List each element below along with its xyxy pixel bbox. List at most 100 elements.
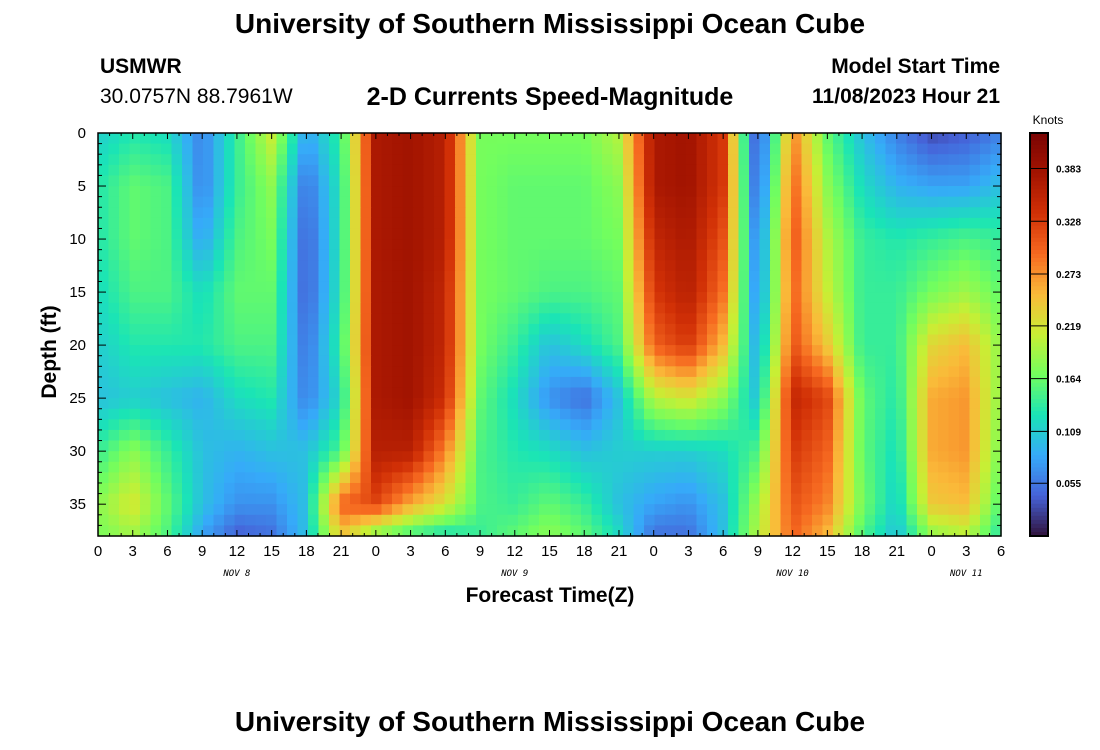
heatmap-cell <box>906 525 918 537</box>
heatmap-cell <box>182 228 194 240</box>
heatmap-cell <box>927 270 939 283</box>
heatmap-cell <box>497 196 509 208</box>
heatmap-cell <box>108 270 120 283</box>
heatmap-cell <box>308 207 320 219</box>
heatmap-cell <box>801 292 813 304</box>
heatmap-cell <box>780 186 792 198</box>
heatmap-cell <box>696 387 708 399</box>
heatmap-cell <box>644 292 656 304</box>
heatmap-cell <box>560 376 572 389</box>
heatmap-cell <box>423 175 435 187</box>
heatmap-cell <box>885 323 897 336</box>
heatmap-cell <box>161 461 173 473</box>
heatmap-cell <box>833 440 845 452</box>
heatmap-cell <box>360 196 372 208</box>
heatmap-cell <box>318 207 330 219</box>
heatmap-cell <box>602 260 614 272</box>
heatmap-cell <box>98 355 110 367</box>
heatmap-cell <box>549 143 561 155</box>
heatmap-cell <box>518 249 530 261</box>
heatmap-cell <box>549 239 561 251</box>
heatmap-cell <box>875 504 887 516</box>
heatmap-cell <box>308 313 320 325</box>
heatmap-cell <box>812 366 824 378</box>
heatmap-cell <box>791 270 803 283</box>
heatmap-cell <box>360 429 372 442</box>
heatmap-cell <box>969 493 981 505</box>
heatmap-cell <box>381 239 393 251</box>
heatmap-cell <box>707 461 719 473</box>
heatmap-cell <box>444 228 456 240</box>
heatmap-cell <box>371 154 383 166</box>
x-tick-label: 18 <box>298 543 315 560</box>
heatmap-cell <box>728 376 740 389</box>
heatmap-cell <box>591 207 603 219</box>
heatmap-cell <box>161 260 173 272</box>
heatmap-cell <box>602 504 614 516</box>
heatmap-cell <box>969 143 981 155</box>
x-tick-label: 3 <box>406 543 414 560</box>
heatmap-cell <box>203 323 215 336</box>
heatmap-cell <box>759 239 771 251</box>
heatmap-cell <box>822 281 834 293</box>
heatmap-cell <box>150 366 162 378</box>
heatmap-cell <box>539 323 551 336</box>
heatmap-cell <box>150 493 162 505</box>
heatmap-cell <box>833 270 845 283</box>
heatmap-cell <box>297 387 309 399</box>
heatmap-cell <box>581 398 593 410</box>
heatmap-cell <box>497 493 509 505</box>
heatmap-cell <box>885 228 897 240</box>
colorbar-swatch <box>1030 322 1048 328</box>
heatmap-cell <box>675 366 687 378</box>
heatmap-cell <box>675 260 687 272</box>
heatmap-cell <box>108 451 120 463</box>
heatmap-cell <box>255 408 267 420</box>
heatmap-cell <box>665 175 677 187</box>
heatmap-cell <box>434 164 446 177</box>
heatmap-cell <box>812 260 824 272</box>
heatmap-cell <box>255 313 267 325</box>
heatmap-cell <box>150 482 162 495</box>
heatmap-cell <box>528 281 540 293</box>
heatmap-cell <box>119 355 131 367</box>
heatmap-cell <box>297 429 309 442</box>
heatmap-cell <box>980 493 992 505</box>
heatmap-cell <box>696 482 708 495</box>
heatmap-cell <box>633 281 645 293</box>
heatmap-cell <box>665 514 677 526</box>
heatmap-cell <box>423 429 435 442</box>
heatmap-cell <box>203 260 215 272</box>
heatmap-cell <box>308 154 320 166</box>
colorbar-swatch <box>1030 197 1048 203</box>
heatmap-cell <box>108 302 120 314</box>
heatmap-cell <box>255 355 267 367</box>
heatmap-cell <box>528 228 540 240</box>
heatmap-cell <box>140 355 152 367</box>
heatmap-cell <box>539 525 551 537</box>
heatmap-cell <box>675 175 687 187</box>
heatmap-cell <box>896 482 908 495</box>
heatmap-cell <box>759 270 771 283</box>
heatmap-cell <box>434 355 446 367</box>
heatmap-cell <box>276 504 288 516</box>
heatmap-cell <box>518 281 530 293</box>
heatmap-cell <box>339 387 351 399</box>
heatmap-cell <box>350 461 362 473</box>
heatmap-cell <box>129 493 141 505</box>
heatmap-cell <box>423 133 435 145</box>
heatmap-cell <box>528 376 540 389</box>
heatmap-cell <box>875 186 887 198</box>
heatmap-cell <box>560 154 572 166</box>
heatmap-cell <box>549 461 561 473</box>
heatmap-cell <box>728 249 740 261</box>
heatmap-cell <box>371 345 383 357</box>
heatmap-cell <box>969 461 981 473</box>
heatmap-cell <box>990 451 1002 463</box>
heatmap-cell <box>171 207 183 219</box>
colorbar-swatch <box>1030 431 1048 436</box>
heatmap-cell <box>476 440 488 452</box>
heatmap-cell <box>465 451 477 463</box>
heatmap-cell <box>717 514 729 526</box>
heatmap-cell <box>434 493 446 505</box>
